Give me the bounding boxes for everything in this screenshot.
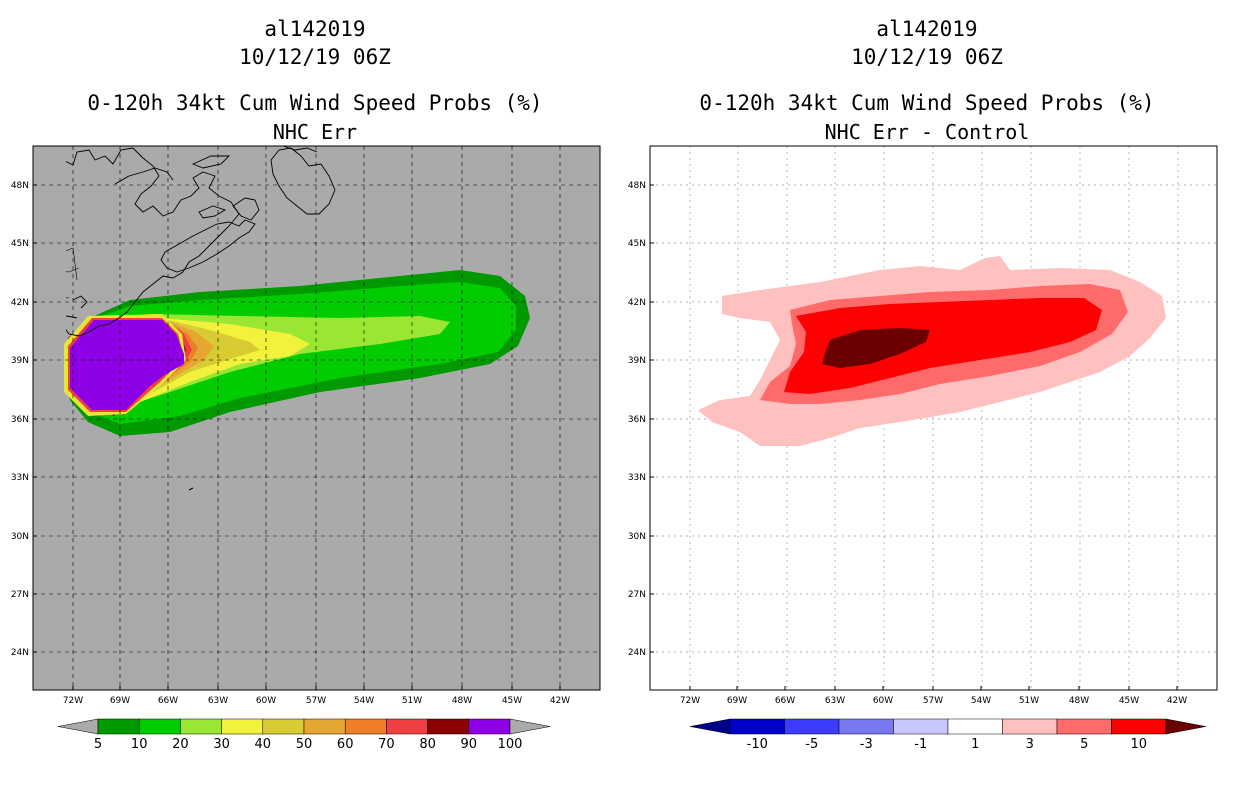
- left-colorbar-label: 80: [419, 737, 436, 752]
- right-colorbar-label: 3: [1026, 737, 1034, 752]
- left-colorbar-label: 30: [213, 737, 230, 752]
- right-lon-tick-51w: 51W: [1019, 696, 1039, 706]
- right-map: [649, 145, 1218, 691]
- left-map: [32, 145, 601, 691]
- right-storm-id: al142019: [876, 17, 978, 41]
- left-colorbar-box: [180, 718, 222, 735]
- right-colorbar-over-arrow: [1165, 718, 1207, 735]
- right-lon-tick-45w: 45W: [1119, 696, 1139, 706]
- left-lon-tick-66w: 66W: [158, 696, 178, 706]
- left-lat-tick-24n: 24N: [11, 648, 29, 658]
- left-colorbar-label: 10: [131, 737, 148, 752]
- right-colorbar-label: -10: [747, 737, 768, 752]
- left-storm-id: al142019: [264, 17, 366, 41]
- left-lon-tick-45w: 45W: [502, 696, 522, 706]
- right-lon-tick-69w: 69W: [727, 696, 747, 706]
- left-gridlines: [33, 146, 600, 690]
- left-lon-tick-69w: 69W: [110, 696, 130, 706]
- left-lat-tick-33n: 33N: [11, 473, 29, 483]
- right-axis-ticks: 48N 45N 42N 39N 36N 33N 30N 27N 24N 72W 69W 66W 63W 6…: [628, 181, 1187, 706]
- right-lat-tick-30n: 30N: [628, 532, 646, 542]
- right-lon-tick-63w: 63W: [825, 696, 845, 706]
- left-colorbar-box: [386, 718, 428, 735]
- left-lat-tick-27n: 27N: [11, 590, 29, 600]
- left-colorbar-box: [344, 718, 387, 735]
- left-colorbar-box: [138, 718, 181, 735]
- right-product-title: 0-120h 34kt Cum Wind Speed Probs (%): [699, 91, 1155, 115]
- left-colorbar: 5 10 20 30 40 50 60 70 80 90 100: [57, 718, 551, 752]
- right-datetime: 10/12/19 06Z: [851, 45, 1003, 69]
- right-colorbar-box: [1056, 718, 1112, 735]
- left-subtitle: NHC Err: [272, 120, 358, 144]
- right-colorbar-box: [838, 718, 894, 735]
- left-product-title: 0-120h 34kt Cum Wind Speed Probs (%): [87, 91, 543, 115]
- right-colorbar-label: -5: [805, 737, 818, 752]
- right-lon-tick-72w: 72W: [680, 696, 700, 706]
- right-colorbar-box: [784, 718, 840, 735]
- left-colorbar-box: [303, 718, 346, 735]
- left-lon-tick-48w: 48W: [452, 696, 472, 706]
- right-colorbar-under-arrow: [689, 718, 731, 735]
- right-lon-tick-60w: 60W: [873, 696, 893, 706]
- right-difference-field: [698, 256, 1166, 446]
- left-colorbar-label: 60: [337, 737, 354, 752]
- left-lat-tick-48n: 48N: [11, 181, 29, 191]
- left-lon-tick-42w: 42W: [550, 696, 570, 706]
- right-colorbar-box: [1002, 718, 1058, 735]
- right-lon-tick-57w: 57W: [923, 696, 943, 706]
- left-colorbar-label: 100: [498, 737, 523, 752]
- right-colorbar-box: [893, 718, 949, 735]
- left-probability-field: [64, 270, 530, 436]
- right-colorbar-box: [947, 718, 1003, 735]
- left-lat-tick-30n: 30N: [11, 532, 29, 542]
- left-colorbar-under-arrow: [57, 718, 99, 735]
- right-lat-tick-33n: 33N: [628, 473, 646, 483]
- right-colorbar-label: -3: [860, 737, 873, 752]
- right-colorbar-box: [1111, 718, 1167, 735]
- left-colorbar-box: [262, 718, 305, 735]
- left-lon-tick-63w: 63W: [208, 696, 228, 706]
- left-colorbar-label: 70: [378, 737, 395, 752]
- right-lat-tick-36n: 36N: [628, 415, 646, 425]
- right-lon-tick-54w: 54W: [971, 696, 991, 706]
- right-lat-tick-39n: 39N: [628, 356, 646, 366]
- left-lat-tick-45n: 45N: [11, 239, 29, 249]
- right-lat-tick-27n: 27N: [628, 590, 646, 600]
- right-colorbar-label: 5: [1080, 737, 1088, 752]
- right-colorbar-box: [729, 718, 785, 735]
- left-lon-tick-57w: 57W: [306, 696, 326, 706]
- right-colorbar-label: -1: [914, 737, 927, 752]
- left-colorbar-box: [221, 718, 264, 735]
- left-colorbar-over-arrow: [509, 718, 551, 735]
- right-lat-tick-42n: 42N: [628, 298, 646, 308]
- right-lon-tick-66w: 66W: [775, 696, 795, 706]
- left-lon-tick-51w: 51W: [402, 696, 422, 706]
- left-colorbar-box: [468, 718, 511, 735]
- right-lon-tick-48w: 48W: [1069, 696, 1089, 706]
- right-lat-tick-24n: 24N: [628, 648, 646, 658]
- right-lon-tick-42w: 42W: [1167, 696, 1187, 706]
- left-axis-ticks: 48N 45N 42N 39N 36N 33N 30N 27N 24N 72W 69W 66W 63W 6…: [11, 181, 570, 706]
- right-lat-tick-48n: 48N: [628, 181, 646, 191]
- left-colorbar-label: 20: [172, 737, 189, 752]
- left-colorbar-box: [97, 718, 140, 735]
- right-colorbar-label: 1: [971, 737, 979, 752]
- right-lat-tick-45n: 45N: [628, 239, 646, 249]
- right-colorbar: -10 -5 -3 -1 1 3 5 10: [689, 718, 1207, 752]
- left-datetime: 10/12/19 06Z: [239, 45, 391, 69]
- right-subtitle: NHC Err - Control: [824, 120, 1030, 144]
- right-colorbar-label: 10: [1130, 737, 1147, 752]
- left-lat-tick-39n: 39N: [11, 356, 29, 366]
- left-colorbar-label: 5: [94, 737, 102, 752]
- left-lat-tick-36n: 36N: [11, 415, 29, 425]
- left-lon-tick-54w: 54W: [354, 696, 374, 706]
- left-lon-tick-72w: 72W: [63, 696, 83, 706]
- left-colorbar-label: 40: [255, 737, 272, 752]
- left-lon-tick-60w: 60W: [256, 696, 276, 706]
- left-lat-tick-42n: 42N: [11, 298, 29, 308]
- left-colorbar-box: [427, 718, 470, 735]
- left-colorbar-label: 90: [461, 737, 478, 752]
- left-colorbar-label: 50: [296, 737, 313, 752]
